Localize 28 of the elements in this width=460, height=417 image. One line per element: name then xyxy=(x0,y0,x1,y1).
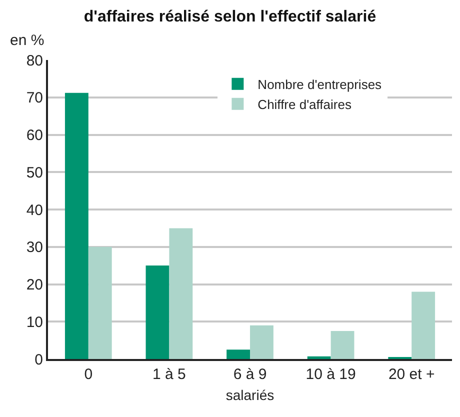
bar xyxy=(250,325,274,359)
bar xyxy=(226,350,250,359)
y-tick-label: 50 xyxy=(26,164,43,182)
y-tick-label: 80 xyxy=(26,52,43,70)
legend-label: Nombre d'entreprises xyxy=(258,76,382,92)
y-tick-label: 60 xyxy=(26,127,43,144)
y-axis-title: en % xyxy=(10,32,44,49)
bar xyxy=(412,292,436,359)
bar xyxy=(88,246,112,359)
y-tick-label: 70 xyxy=(26,90,43,107)
x-tick-label: 6 à 9 xyxy=(233,366,267,383)
legend-label: Chiffre d'affaires xyxy=(258,96,352,112)
bar xyxy=(169,228,193,359)
bar xyxy=(146,266,170,359)
bar xyxy=(307,356,331,359)
x-tick-label: 0 xyxy=(84,366,93,383)
y-tick-label: 10 xyxy=(26,314,43,331)
y-tick-label: 20 xyxy=(26,276,43,294)
x-tick-label: 10 à 19 xyxy=(306,366,356,383)
bar xyxy=(64,92,88,359)
y-tick-label: 40 xyxy=(26,202,43,219)
x-tick-label: 1 à 5 xyxy=(152,366,186,383)
y-tick-label: 30 xyxy=(26,239,43,256)
y-tick-label: 0 xyxy=(34,351,43,368)
bar xyxy=(330,330,354,359)
x-tick-label: 20 et + xyxy=(388,366,435,383)
x-axis-title: salariés xyxy=(226,386,274,403)
chart-title: d'affaires réalisé selon l'effectif salarié xyxy=(84,8,376,26)
